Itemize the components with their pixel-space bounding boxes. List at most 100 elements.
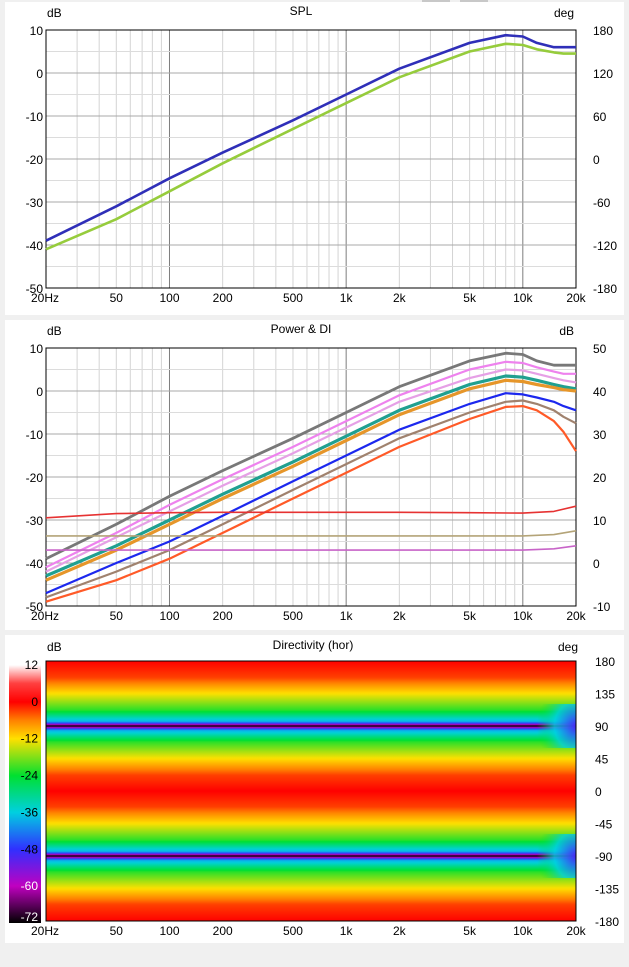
y2-tick-label: 45	[595, 753, 609, 767]
hf-null-region	[536, 704, 576, 748]
series-line-3	[45, 368, 577, 573]
chart-title: Power & DI	[271, 322, 332, 336]
y2-tick-label: 90	[595, 720, 609, 734]
series-line-1	[45, 33, 576, 242]
y-tick-label: -20	[26, 471, 44, 485]
y2-tick-label: -45	[595, 818, 613, 832]
y2-tick-label: 20	[593, 471, 607, 485]
x-tick-label: 5k	[463, 609, 477, 623]
x-tick-label: 10k	[513, 609, 533, 623]
horizontal-grid	[46, 29, 576, 289]
directivity-chart: 12 0 -12 -24 -36 -48 -60 -72 Directivity (hor) dB…	[9, 638, 619, 938]
x-tick-label: 10k	[513, 924, 533, 938]
x-tick-label: 20Hz	[31, 609, 59, 623]
y-tick-label: 10	[30, 24, 44, 38]
y2-tick-label: -180	[593, 282, 617, 296]
series-line-2	[45, 360, 576, 569]
x-tick-label: 20k	[566, 924, 586, 938]
series-line-9	[45, 505, 577, 519]
x-tick-label: 5k	[463, 291, 477, 305]
x-tick-label: 500	[283, 609, 303, 623]
spl-chart-panel: SPL dB deg 10 0 -10 -20 -30 -40 -50 180 120 60 0 -60 -1…	[5, 2, 624, 315]
y2-tick-label: 60	[593, 110, 607, 124]
left-unit-label: dB	[47, 324, 62, 338]
series-line-6	[45, 392, 577, 595]
y2-tick-label: 180	[595, 655, 615, 669]
hf-null-spread	[536, 704, 576, 878]
y-tick-label: 10	[30, 342, 44, 356]
y2-tick-label: 50	[593, 342, 607, 356]
series-line-7	[45, 399, 577, 599]
x-tick-label: 200	[213, 291, 233, 305]
y-tick-label: -40	[26, 239, 44, 253]
colorbar-tick-label: -60	[21, 879, 39, 893]
window-control-2[interactable]	[460, 0, 488, 3]
colorbar-tick-label: 0	[31, 695, 38, 709]
left-unit-label: dB	[47, 640, 62, 654]
plot-frame	[45, 660, 577, 922]
y2-tick-label: -90	[595, 850, 613, 864]
colorbar-tick-label: -36	[21, 805, 39, 819]
y2-tick-label: 0	[593, 153, 600, 167]
series-line-4	[45, 374, 577, 578]
x-tick-label: 50	[110, 924, 124, 938]
y2-tick-label: 10	[593, 514, 607, 528]
x-tick-label: 2k	[393, 924, 407, 938]
colorbar-tick-label: -48	[21, 842, 39, 856]
right-unit-label: deg	[558, 640, 578, 654]
chart-title: Directivity (hor)	[273, 638, 354, 652]
colorbar-tick-label: -24	[21, 769, 39, 783]
series-line-5	[45, 378, 577, 582]
x-tick-label: 20k	[566, 291, 586, 305]
colorbar: 12 0 -12 -24 -36 -48 -60 -72	[9, 658, 41, 924]
labels: Directivity (hor) dB deg 180 135 90 45 0 -45 -90 -…	[31, 638, 619, 938]
y-tick-label: -50	[26, 282, 44, 296]
x-tick-label: 20k	[566, 609, 586, 623]
colorbar-scale	[9, 665, 41, 923]
x-tick-label: 20Hz	[31, 291, 59, 305]
y-tick-label: 0	[36, 385, 43, 399]
y-tick-label: -10	[26, 428, 44, 442]
y-tick-label: -50	[26, 600, 44, 614]
series-line-2	[45, 42, 576, 251]
x-tick-label: 100	[159, 609, 179, 623]
x-tick-label: 1k	[340, 609, 354, 623]
directivity-heatmap	[46, 661, 576, 921]
x-tick-label: 1k	[340, 291, 354, 305]
y-tick-label: -40	[26, 557, 44, 571]
x-tick-label: 500	[283, 924, 303, 938]
x-tick-label: 20Hz	[31, 924, 59, 938]
y2-tick-label: -10	[593, 600, 611, 614]
series-line-10	[46, 530, 577, 537]
x-tick-label: 5k	[463, 924, 477, 938]
x-tick-label: 100	[159, 924, 179, 938]
y2-tick-label: 0	[595, 785, 602, 799]
plot-frame	[45, 347, 577, 607]
right-unit-label: deg	[554, 6, 574, 20]
colorbar-tick-label: -72	[21, 910, 39, 924]
colorbar-tick-label: 12	[25, 658, 39, 672]
x-tick-label: 200	[213, 924, 233, 938]
plot-frame	[45, 29, 577, 289]
y2-tick-label: -60	[593, 196, 611, 210]
series-group	[45, 33, 576, 251]
series-line-11	[46, 545, 577, 551]
series-line-8	[45, 405, 577, 603]
x-tick-label: 100	[159, 291, 179, 305]
series-line-1	[45, 351, 576, 560]
x-tick-label: 1k	[340, 924, 354, 938]
y-tick-label: -30	[26, 196, 44, 210]
y2-tick-label: 120	[593, 67, 613, 81]
window-control-1[interactable]	[422, 0, 450, 3]
x-tick-label: 2k	[393, 291, 407, 305]
y2-tick-label: 40	[593, 385, 607, 399]
y-tick-label: 0	[36, 67, 43, 81]
y-tick-label: -30	[26, 514, 44, 528]
x-tick-label: 2k	[393, 609, 407, 623]
x-tick-label: 500	[283, 291, 303, 305]
window-controls	[422, 0, 492, 3]
chart-title: SPL	[290, 4, 313, 18]
colorbar-tick-label: -12	[21, 732, 39, 746]
